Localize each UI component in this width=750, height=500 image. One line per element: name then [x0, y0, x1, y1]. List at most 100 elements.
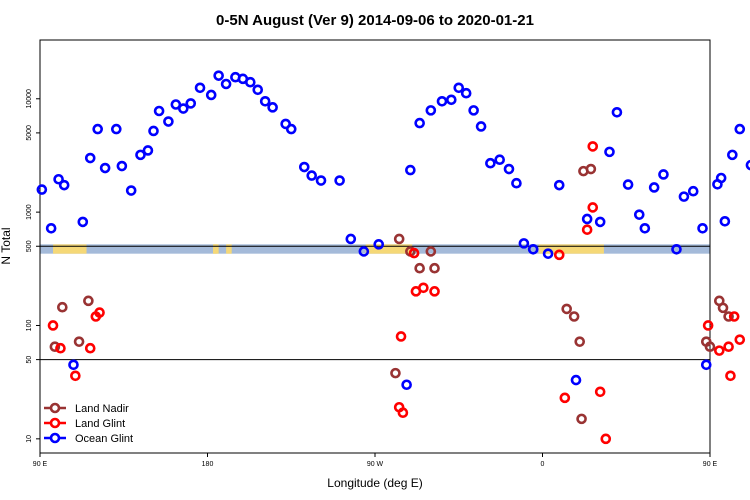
ocean-glint-point: [84, 152, 96, 164]
x-axis: 90 E 180 90 W 0 90 E: [33, 453, 718, 468]
ocean-glint-point: [494, 154, 505, 166]
ocean-glint-point: [148, 125, 159, 137]
x-tick-label: 90 E: [703, 461, 718, 468]
ocean-glint-point: [252, 84, 264, 96]
ocean-glint-point: [671, 243, 682, 255]
land-glint-point: [84, 342, 96, 354]
ocean-glint-point: [485, 157, 496, 169]
ocean-glint-point: [503, 163, 515, 175]
ocean-glint-point: [700, 359, 712, 371]
land-nadir-point: [73, 336, 85, 347]
chart-title: 0-5N August (Ver 9) 2014-09-06 to 2020-0…: [216, 12, 534, 29]
ocean-glint-point: [511, 177, 522, 189]
ocean-glint-point: [285, 123, 297, 135]
ocean-glint-point: [178, 103, 189, 114]
ocean-glint-point: [280, 118, 291, 130]
ocean-glint-point: [77, 216, 89, 228]
ocean-glint-point: [453, 82, 465, 94]
ocean-glint-point: [527, 243, 539, 255]
y-tick-label: 10000: [26, 89, 33, 109]
ocean-glint-point: [719, 216, 731, 227]
ocean-glint-point: [697, 223, 708, 234]
ocean-glint-point: [194, 82, 206, 94]
ocean-glint-point: [542, 248, 554, 259]
land-segment: [213, 244, 219, 254]
ocean-glint-point: [99, 162, 111, 174]
land-glint-point: [90, 311, 102, 322]
land-glint-point: [581, 224, 593, 235]
ocean-glint-point: [267, 102, 278, 113]
ocean-glint-point: [345, 233, 357, 245]
y-tick-label: 100: [26, 320, 33, 332]
land-segment: [538, 244, 604, 254]
ocean-glint-point: [36, 184, 48, 195]
legend-marker-land-glint: [49, 417, 61, 429]
land-nadir-point: [574, 336, 586, 347]
ocean-glint-point: [446, 94, 457, 106]
legend-label-land-glint: Land Glint: [75, 418, 125, 430]
ocean-glint-point: [213, 70, 224, 81]
land-ocean-band: [40, 244, 710, 254]
land-glint-point: [408, 247, 420, 259]
land-segment: [53, 244, 87, 254]
x-axis-label: Longitude (deg E): [327, 476, 422, 490]
ocean-glint-point: [135, 149, 146, 161]
land-nadir-point: [585, 163, 597, 175]
ocean-glint-point: [734, 123, 746, 135]
ocean-glint-point: [45, 223, 57, 234]
ocean-glint-point: [142, 145, 154, 156]
legend-marker-ocean-glint: [49, 432, 61, 444]
ocean-glint-point: [611, 106, 623, 118]
y-tick-label: 50: [26, 356, 33, 364]
ocean-glint-point: [68, 359, 79, 371]
ocean-glint-point: [460, 87, 472, 99]
ocean-glint-point: [468, 105, 479, 116]
land-glint-point: [47, 320, 59, 331]
y-axis: 10 50 100 500 1000 5000 10000: [26, 89, 40, 443]
land-segment: [226, 244, 232, 254]
land-nadir-point: [414, 262, 425, 274]
land-nadir-point: [429, 262, 440, 274]
land-nadir-point: [561, 303, 572, 315]
ocean-glint-point: [633, 209, 645, 220]
land-glint-point: [55, 342, 66, 354]
land-glint-point: [702, 320, 714, 331]
land-glint-point: [734, 334, 746, 345]
ocean-glint-point: [436, 96, 448, 107]
ocean-glint-point: [712, 178, 723, 190]
ocean-glint-point: [315, 175, 327, 186]
ocean-glint-point: [170, 99, 182, 110]
ocean-glint-point: [245, 76, 256, 88]
land-glint-point: [410, 286, 422, 297]
land-nadir-point: [700, 336, 712, 347]
legend-label-ocean-glint: Ocean Glint: [75, 433, 133, 445]
land-glint-point: [559, 392, 571, 404]
land-glint-point: [553, 249, 565, 261]
legend-label-land-nadir: Land Nadir: [75, 403, 129, 415]
land-nadir-point: [390, 367, 401, 379]
ocean-glint-point: [475, 121, 487, 132]
ocean-glint-point: [678, 191, 690, 202]
ocean-glint-point: [111, 123, 122, 135]
ocean-glint-point: [518, 238, 530, 249]
land-glint-point: [587, 202, 599, 213]
ocean-glint-point: [220, 78, 232, 90]
y-tick-label: 10: [26, 435, 33, 443]
ocean-glint-point: [687, 185, 699, 197]
ocean-glint-point: [163, 116, 174, 127]
land-nadir-point: [49, 341, 61, 352]
land-glint-point: [714, 345, 725, 356]
ocean-glint-point: [185, 98, 197, 109]
ocean-glint-point: [205, 89, 217, 101]
x-tick-label: 180: [202, 461, 214, 468]
ocean-glint-point: [153, 105, 165, 117]
ocean-glint-point: [639, 223, 651, 234]
land-nadir-point: [723, 311, 734, 322]
ocean-glint-point: [358, 246, 370, 257]
ocean-glint-point: [622, 179, 634, 190]
land-nadir-point: [568, 311, 580, 322]
x-tick-label: 0: [541, 461, 545, 468]
land-nadir-point: [576, 413, 587, 425]
land-glint-point: [395, 331, 407, 342]
